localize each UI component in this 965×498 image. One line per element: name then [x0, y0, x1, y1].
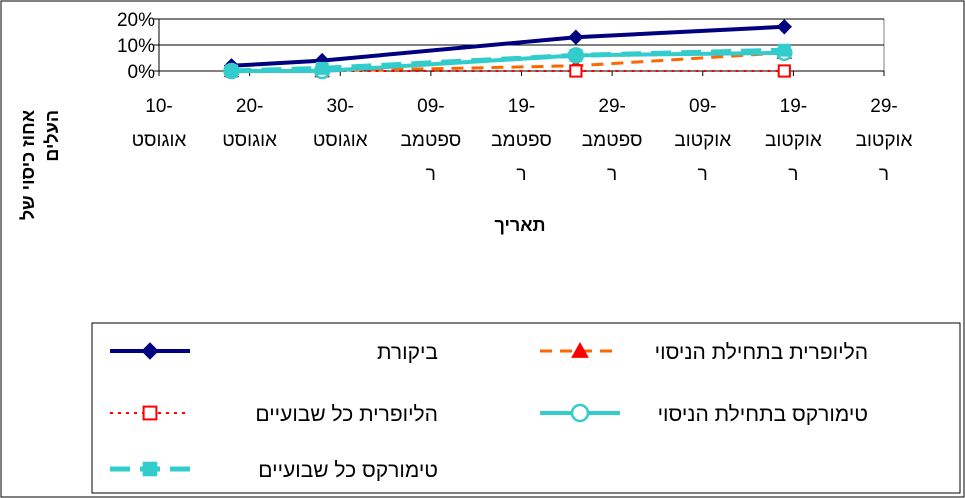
legend-label: טימורקס כל שבועיים — [258, 459, 438, 482]
legend-label: הליופרית כל שבועיים — [255, 403, 438, 426]
data-point — [569, 48, 583, 62]
x-tick-label: 09- — [417, 96, 444, 117]
x-tick-label: ספטמב — [491, 130, 552, 151]
data-point — [571, 341, 589, 358]
x-tick-label: 10- — [145, 96, 172, 117]
y-axis-title-line1: אחוז כיסוי של — [18, 110, 38, 220]
x-tick-label: ר — [788, 164, 798, 185]
x-tick-label: ר — [879, 164, 889, 185]
x-tick-label: 30- — [327, 96, 354, 117]
data-point — [142, 405, 158, 421]
x-tick-label: אוגוסט — [313, 130, 368, 151]
data-point — [777, 64, 791, 78]
data-point — [315, 61, 329, 75]
data-point — [225, 64, 238, 78]
y-axis-title: אחוז כיסוי של העלים — [18, 110, 62, 220]
x-tick-label: 19- — [780, 96, 807, 117]
x-tick-label: אוקטוב — [856, 130, 913, 151]
plot-area: 0% 10% 20% 10- אוגוסט 20- אוגוסט 30- אוגוסט 09- ס… — [117, 10, 912, 185]
series-line — [231, 24, 785, 68]
y-tick-label: 20% — [117, 10, 155, 31]
data-point — [570, 403, 590, 423]
x-tick-label: ספטמב — [401, 130, 462, 151]
data-point — [569, 64, 583, 78]
legend-box — [91, 322, 961, 494]
x-tick-label: 20- — [236, 96, 263, 117]
data-point — [141, 342, 159, 360]
data-point — [777, 43, 791, 57]
legend-label: טימורקס בתחילת הניסוי — [658, 403, 868, 426]
y-axis-title-line2: העלים — [42, 110, 62, 162]
legend-label: הליופרית בתחילת הניסוי — [655, 341, 868, 364]
x-ticks: 10- אוגוסט 20- אוגוסט 30- אוגוסט 09- ספטמב ר 19- ס… — [132, 71, 913, 185]
y-tick-label: 10% — [117, 36, 155, 57]
legend-item: טימורקס כל שבועיים — [110, 459, 438, 482]
x-tick-label: אוקטוב — [765, 130, 822, 151]
legend-item: הליופרית כל שבועיים — [110, 403, 438, 426]
x-tick-label: 09- — [689, 96, 716, 117]
x-tick-label: 29- — [870, 96, 897, 117]
legend-label: ביקורת — [377, 341, 438, 364]
x-axis-title: תאריך — [494, 215, 545, 235]
x-tick-label: 19- — [508, 96, 535, 117]
series-5 — [225, 43, 791, 78]
x-tick-label: אוגוסט — [132, 130, 187, 151]
y-ticks: 0% 10% 20% — [117, 10, 160, 83]
legend-items: ביקורת הליופרית בתחילת הניסוי הליופרית כל … — [110, 341, 868, 482]
data-point — [142, 461, 158, 477]
x-tick-label: ר — [698, 164, 708, 185]
x-tick-label: ספטמב — [582, 130, 643, 151]
x-tick-label: ר — [516, 164, 526, 185]
legend-item: ביקורת — [110, 341, 438, 364]
data-point — [776, 19, 793, 35]
legend: ביקורת הליופרית בתחילת הניסוי הליופרית כל … — [91, 322, 961, 494]
x-tick-label: אוגוסט — [222, 130, 277, 151]
series-layer — [223, 19, 793, 80]
series-line — [231, 47, 785, 74]
x-tick-label: אוקטוב — [674, 130, 731, 151]
legend-item: הליופרית בתחילת הניסוי — [540, 341, 868, 364]
y-tick-label: 0% — [128, 62, 156, 83]
x-tick-label: ר — [426, 164, 436, 185]
x-tick-label: ר — [607, 164, 617, 185]
x-tick-label: 29- — [598, 96, 625, 117]
legend-item: טימורקס בתחילת הניסוי — [540, 403, 868, 426]
data-point — [568, 29, 584, 45]
